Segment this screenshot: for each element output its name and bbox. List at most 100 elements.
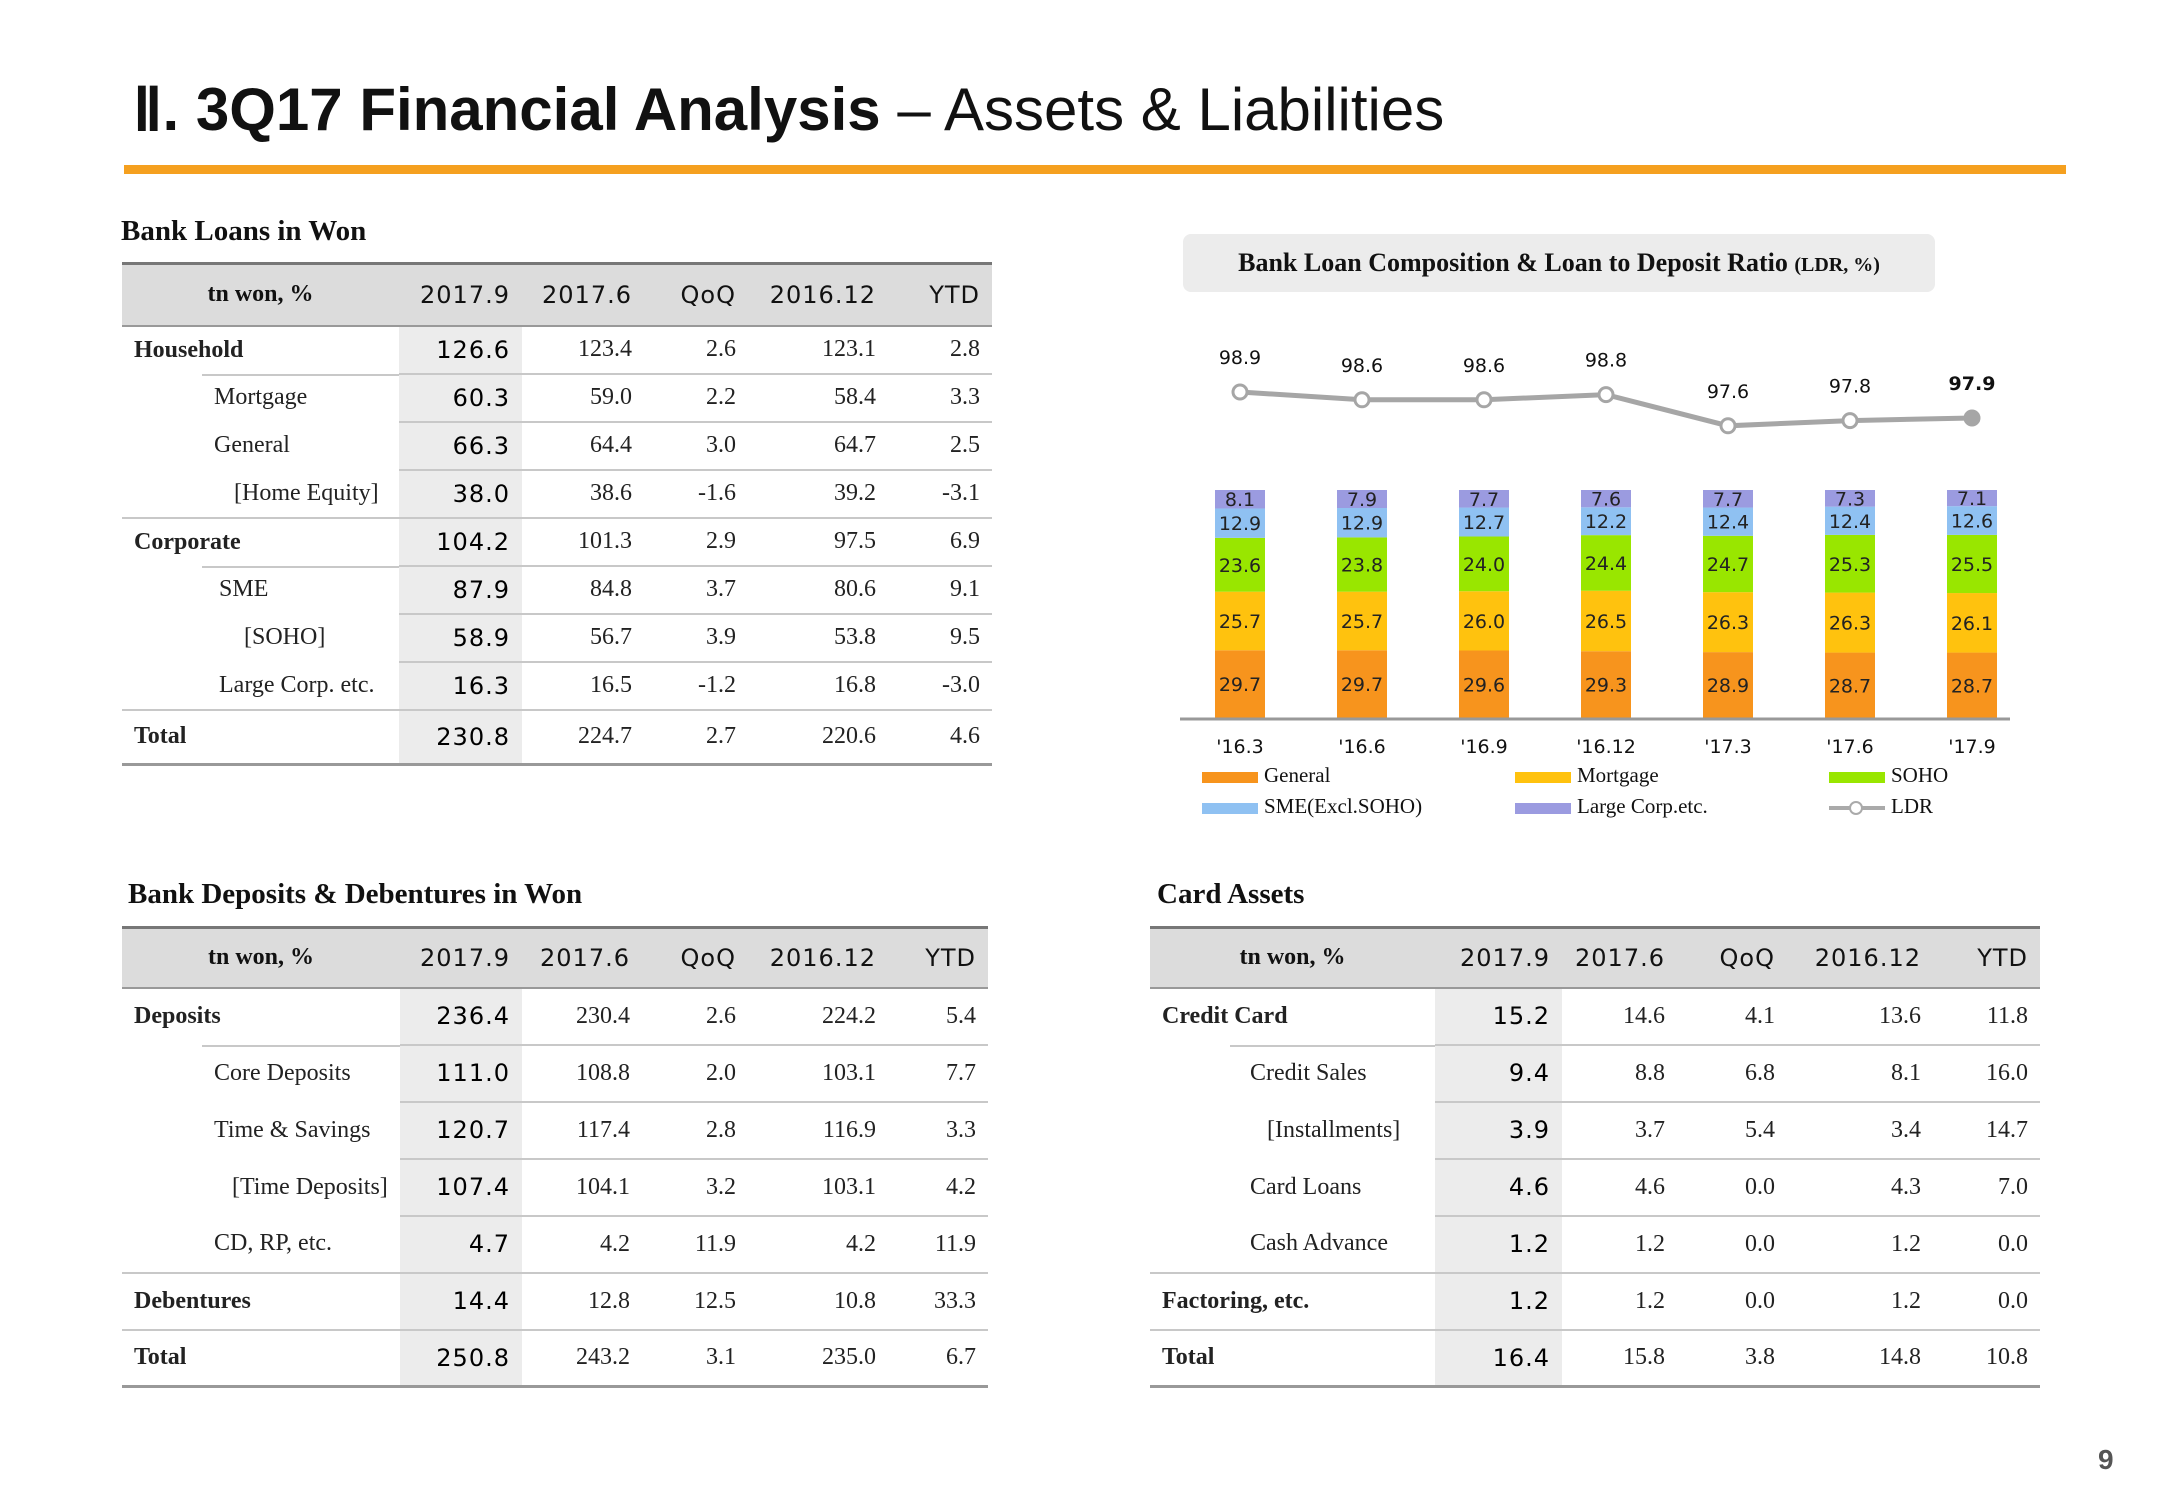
bar-segment <box>1581 590 1631 652</box>
value-cell: 16.3 <box>399 660 522 710</box>
value-cell: 15.2 <box>1435 986 1562 1045</box>
legend-item-sme: SME(Excl.SOHO) <box>1202 794 1422 819</box>
value-cell: 4.3 <box>1787 1157 1933 1216</box>
value-cell: 3.0 <box>644 420 748 470</box>
value-cell: 220.6 <box>748 708 888 766</box>
bar-segment <box>1703 652 1753 718</box>
value-cell: 123.4 <box>522 324 644 374</box>
value-cell: -1.2 <box>644 660 748 710</box>
x-tick-label: '16.3 <box>1216 736 1264 758</box>
value-cell: 2.2 <box>644 372 748 422</box>
value-cell: 3.1 <box>642 1328 748 1388</box>
card-table: tn won, % 2017.9 2017.6 QoQ 2016.12 YTD … <box>1150 926 2040 1388</box>
page-number: 9 <box>2098 1444 2114 1475</box>
bar-segment <box>1581 535 1631 591</box>
value-cell: 15.8 <box>1562 1328 1677 1388</box>
ldr-point <box>1719 417 1737 435</box>
bar-value-label: 28.7 <box>1951 675 1993 697</box>
table-row: Credit Sales 9.4 8.8 6.8 8.1 16.0 <box>1150 1043 2040 1102</box>
ldr-point <box>1963 409 1981 427</box>
value-cell: 4.6 <box>1562 1157 1677 1216</box>
table-row: Debentures 14.4 12.8 12.5 10.8 33.3 <box>122 1271 988 1330</box>
value-cell: 14.4 <box>400 1271 522 1330</box>
value-cell: 126.6 <box>399 324 522 374</box>
bar-value-label: 29.6 <box>1463 674 1505 696</box>
row-label: Total <box>122 1328 400 1388</box>
value-cell: 8.8 <box>1562 1043 1677 1102</box>
x-tick-label: '16.9 <box>1460 736 1508 758</box>
row-label: Total <box>1150 1328 1435 1388</box>
value-cell: 103.1 <box>748 1157 888 1216</box>
row-label: Total <box>122 708 399 766</box>
legend-item-large-corp: Large Corp.etc. <box>1515 794 1708 819</box>
value-cell: 13.6 <box>1787 986 1933 1045</box>
value-cell: 5.4 <box>888 986 988 1045</box>
header-cell: 2016.12 <box>748 262 888 327</box>
row-label: SME <box>122 565 399 614</box>
row-label: Corporate <box>122 516 399 566</box>
value-cell: 60.3 <box>399 372 522 422</box>
table-row: [Home Equity] 38.0 38.6 -1.6 39.2 -3.1 <box>122 468 992 518</box>
value-cell: 3.3 <box>888 372 992 422</box>
bar-value-label: 12.7 <box>1463 512 1505 534</box>
bar-segment <box>1703 592 1753 653</box>
row-label: Debentures <box>122 1271 400 1330</box>
bar-value-label: 24.0 <box>1463 554 1505 576</box>
value-cell: 3.7 <box>1562 1100 1677 1159</box>
header-cell: 2017.9 <box>399 262 522 327</box>
value-cell: 58.9 <box>399 612 522 662</box>
value-cell: -1.6 <box>644 468 748 518</box>
table-row: Factoring, etc. 1.2 1.2 0.0 1.2 0.0 <box>1150 1271 2040 1330</box>
table-row: Cash Advance 1.2 1.2 0.0 1.2 0.0 <box>1150 1214 2040 1273</box>
value-cell: 3.8 <box>1677 1328 1787 1388</box>
value-cell: 2.8 <box>888 324 992 374</box>
loans-section-title: Bank Loans in Won <box>121 215 367 247</box>
card-section-title: Card Assets <box>1157 878 1305 910</box>
value-cell: 3.9 <box>1435 1100 1562 1159</box>
value-cell: 104.2 <box>399 516 522 566</box>
header-cell: 2017.9 <box>400 926 522 989</box>
row-label: [Time Deposits] <box>122 1159 400 1216</box>
bar-value-label: 8.1 <box>1225 489 1255 511</box>
bar-value-label: 29.3 <box>1585 675 1627 697</box>
table-row: Deposits 236.4 230.4 2.6 224.2 5.4 <box>122 986 988 1045</box>
bar-value-label: 12.9 <box>1219 513 1261 535</box>
legend-line-marker <box>1829 801 1885 816</box>
value-cell: 3.9 <box>644 612 748 662</box>
ldr-value-label: 98.8 <box>1585 350 1627 372</box>
value-cell: 1.2 <box>1787 1271 1933 1330</box>
bar-value-label: 26.0 <box>1463 611 1505 633</box>
bar-segment <box>1581 490 1631 508</box>
row-label: General <box>122 422 399 470</box>
value-cell: 64.4 <box>522 420 644 470</box>
bar-segment <box>1459 536 1509 592</box>
value-cell: 224.2 <box>748 986 888 1045</box>
value-cell: 103.1 <box>748 1043 888 1102</box>
bar-value-label: 25.7 <box>1219 611 1261 633</box>
value-cell: 117.4 <box>522 1100 642 1159</box>
table-row: Total 250.8 243.2 3.1 235.0 6.7 <box>122 1328 988 1388</box>
legend-swatch <box>1202 802 1258 814</box>
bar-value-label: 28.9 <box>1707 675 1749 697</box>
value-cell: 58.4 <box>748 372 888 422</box>
header-cell: 2017.6 <box>1562 926 1677 989</box>
bar-segment <box>1703 507 1753 536</box>
deposits-table: tn won, % 2017.9 2017.6 QoQ 2016.12 YTD … <box>122 926 988 1388</box>
deposits-section-title: Bank Deposits & Debentures in Won <box>128 878 583 910</box>
value-cell: 66.3 <box>399 420 522 470</box>
value-cell: 9.1 <box>888 564 992 614</box>
value-cell: 4.6 <box>888 708 992 766</box>
value-cell: 4.2 <box>888 1157 988 1216</box>
value-cell: 230.4 <box>522 986 642 1045</box>
bar-value-label: 25.7 <box>1341 611 1383 633</box>
value-cell: 16.4 <box>1435 1328 1562 1388</box>
row-label: Large Corp. etc. <box>122 662 399 710</box>
value-cell: 2.6 <box>642 986 748 1045</box>
bar-segment <box>1947 506 1997 535</box>
bar-value-label: 26.5 <box>1585 611 1627 633</box>
value-cell: 111.0 <box>400 1043 522 1102</box>
value-cell: 12.5 <box>642 1271 748 1330</box>
header-cell: 2017.9 <box>1435 926 1562 989</box>
row-label: Credit Card <box>1150 986 1435 1045</box>
row-label: Household <box>122 324 399 374</box>
